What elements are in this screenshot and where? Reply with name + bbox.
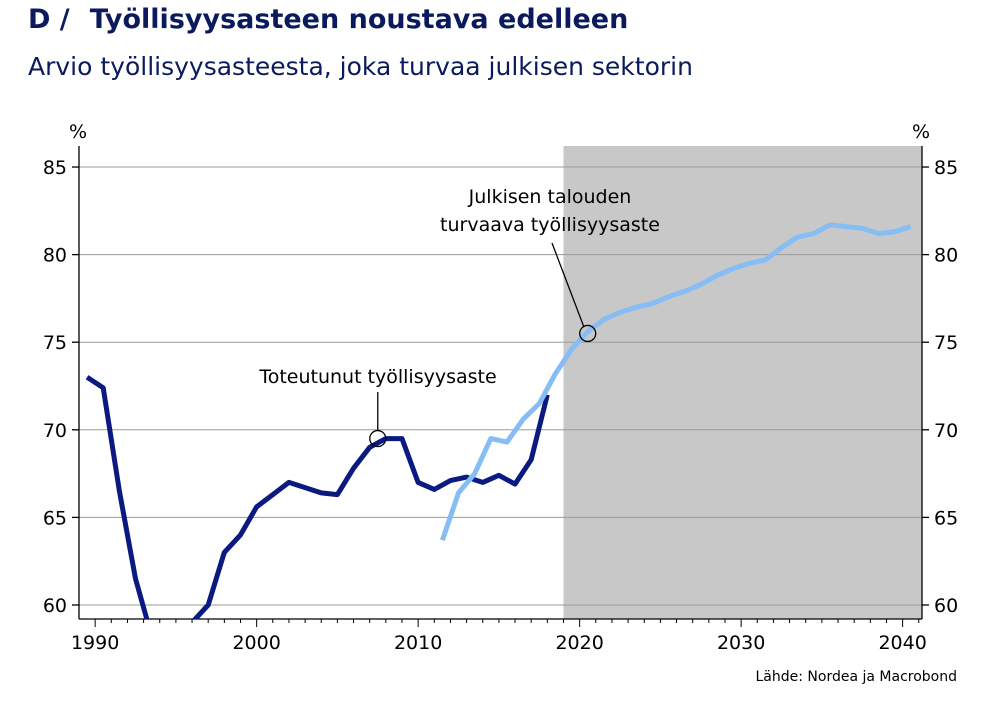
annotation-label: Toteutunut työllisyysaste — [258, 366, 496, 388]
y-tick-label-left: 60 — [43, 595, 67, 617]
annotation-leader — [551, 242, 585, 327]
chart-title-text: Työllisyysasteen noustava edelleen — [89, 4, 629, 35]
annotation-marker — [579, 324, 597, 343]
x-tick-label: 2030 — [717, 632, 765, 654]
chart-title-prefix: D / — [28, 4, 70, 35]
y-tick-label-left: 80 — [43, 245, 67, 267]
y-tick-label-right: 65 — [934, 507, 958, 529]
y-tick-label-right: 70 — [934, 420, 958, 442]
x-tick-label: 2020 — [555, 632, 603, 654]
y-unit-right: % — [912, 121, 930, 143]
y-tick-label-left: 75 — [43, 332, 67, 354]
y-tick-label-right: 85 — [934, 157, 958, 179]
y-tick-label-right: 60 — [934, 595, 958, 617]
x-tick-label: 1990 — [71, 632, 119, 654]
y-tick-label-left: 65 — [43, 507, 67, 529]
source-note: Lähde: Nordea ja Macrobond — [755, 669, 958, 685]
x-tick-label: 2000 — [232, 632, 280, 654]
chart-title: D / Työllisyysasteen noustava edelleen — [28, 4, 628, 35]
y-tick-label-left: 70 — [43, 420, 67, 442]
forecast-shading — [563, 146, 922, 619]
annotation-label: turvaava työllisyysaste — [440, 214, 660, 236]
y-tick-label-right: 75 — [934, 332, 958, 354]
y-tick-label-left: 85 — [43, 157, 67, 179]
series-line-2 — [440, 222, 912, 542]
x-tick-label: 2040 — [878, 632, 926, 654]
chart-subtitle: Arvio työllisyysasteesta, joka turvaa ju… — [28, 52, 693, 81]
annotation-label: Julkisen talouden — [468, 186, 632, 208]
series-line-1 — [85, 375, 550, 619]
annotation-marker — [369, 429, 387, 448]
x-tick-label: 2010 — [394, 632, 442, 654]
y-unit-left: % — [69, 121, 87, 143]
y-tick-label-right: 80 — [934, 245, 958, 267]
